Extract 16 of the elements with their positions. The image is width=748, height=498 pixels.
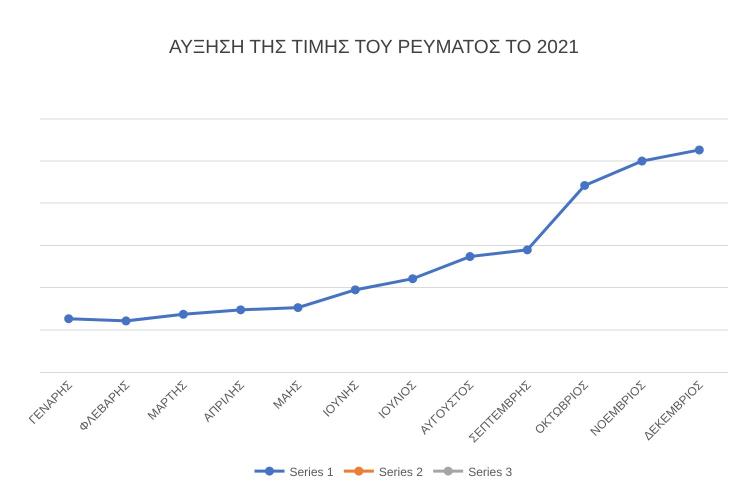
point (64, 314, 74, 324)
chart-title: ΑΥΞΗΣΗ ΤΗΣ ΤΙΜΗΣ ΤΟΥ ΡΕΥΜΑΤΟΣ ΤΟ 2021 (169, 37, 579, 58)
point (178, 310, 188, 319)
point (522, 245, 532, 254)
point (580, 180, 590, 190)
point (294, 303, 302, 312)
point (466, 252, 474, 262)
legend-label: Series 2 (378, 464, 424, 479)
legend-label: Series 3 (468, 464, 513, 479)
point (638, 156, 646, 166)
point (236, 305, 246, 314)
point (350, 285, 360, 294)
legend-label: Series 1 (290, 464, 334, 479)
point (408, 274, 418, 284)
point (122, 316, 130, 326)
point (694, 145, 704, 154)
